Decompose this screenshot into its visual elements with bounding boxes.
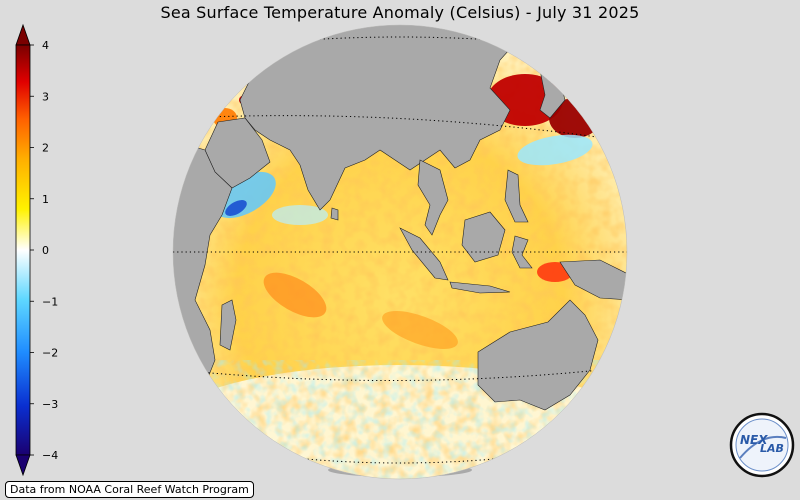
asia-landmass [234,25,521,211]
new-guinea-landmass [559,259,627,301]
java-landmass [449,281,511,294]
globe-outline [172,24,628,480]
colorbar-ticks: 4 3 2 1 0 −1 −2 −3 −4 [30,39,58,462]
cool-patch-kuroshio [517,134,593,166]
nex-lab-logo-icon: NEX LAB [729,412,795,478]
graticule-lat-60n [189,36,611,53]
globe-disc [173,25,627,479]
madagascar-landmass [219,299,237,351]
graticule-lat-60s [294,457,506,464]
hot-patch-indian-central [382,311,458,349]
cool-patch-north-indian [272,205,328,225]
map-title: Sea Surface Temperature Anomaly (Celsius… [160,3,640,22]
colorbar-tick-label: 3 [42,90,49,103]
colorbar-tick-label: 2 [42,142,49,155]
indochina-landmass [417,159,449,236]
colorbar-tick-label: −2 [42,347,58,360]
colorbar-tick-label: −4 [42,449,58,462]
logo-text-main: NEX [740,433,768,447]
sumatra-landmass [399,227,449,281]
colorbar-tick-label: −3 [42,398,58,411]
colorbar-tick-label: 1 [42,193,49,206]
australia-landmass [477,299,599,411]
philippines-landmass [504,169,529,223]
data-credit-label: Data from NOAA Coral Reef Watch Program [5,481,254,498]
borneo-landmass [461,211,506,263]
colorbar-tick-label: −1 [42,295,58,308]
graticule [173,36,627,464]
cold-patch-somali [225,200,247,216]
colorbar-tick-label: 0 [42,244,49,257]
logo-text-sub: LAB [760,442,784,455]
sri-lanka-landmass [330,207,339,221]
hot-patch-indian-west [263,272,327,318]
colorbar-tick-label: 4 [42,39,49,52]
graticule-lat-30n [181,115,619,141]
colorbar-min-extend [15,454,31,477]
